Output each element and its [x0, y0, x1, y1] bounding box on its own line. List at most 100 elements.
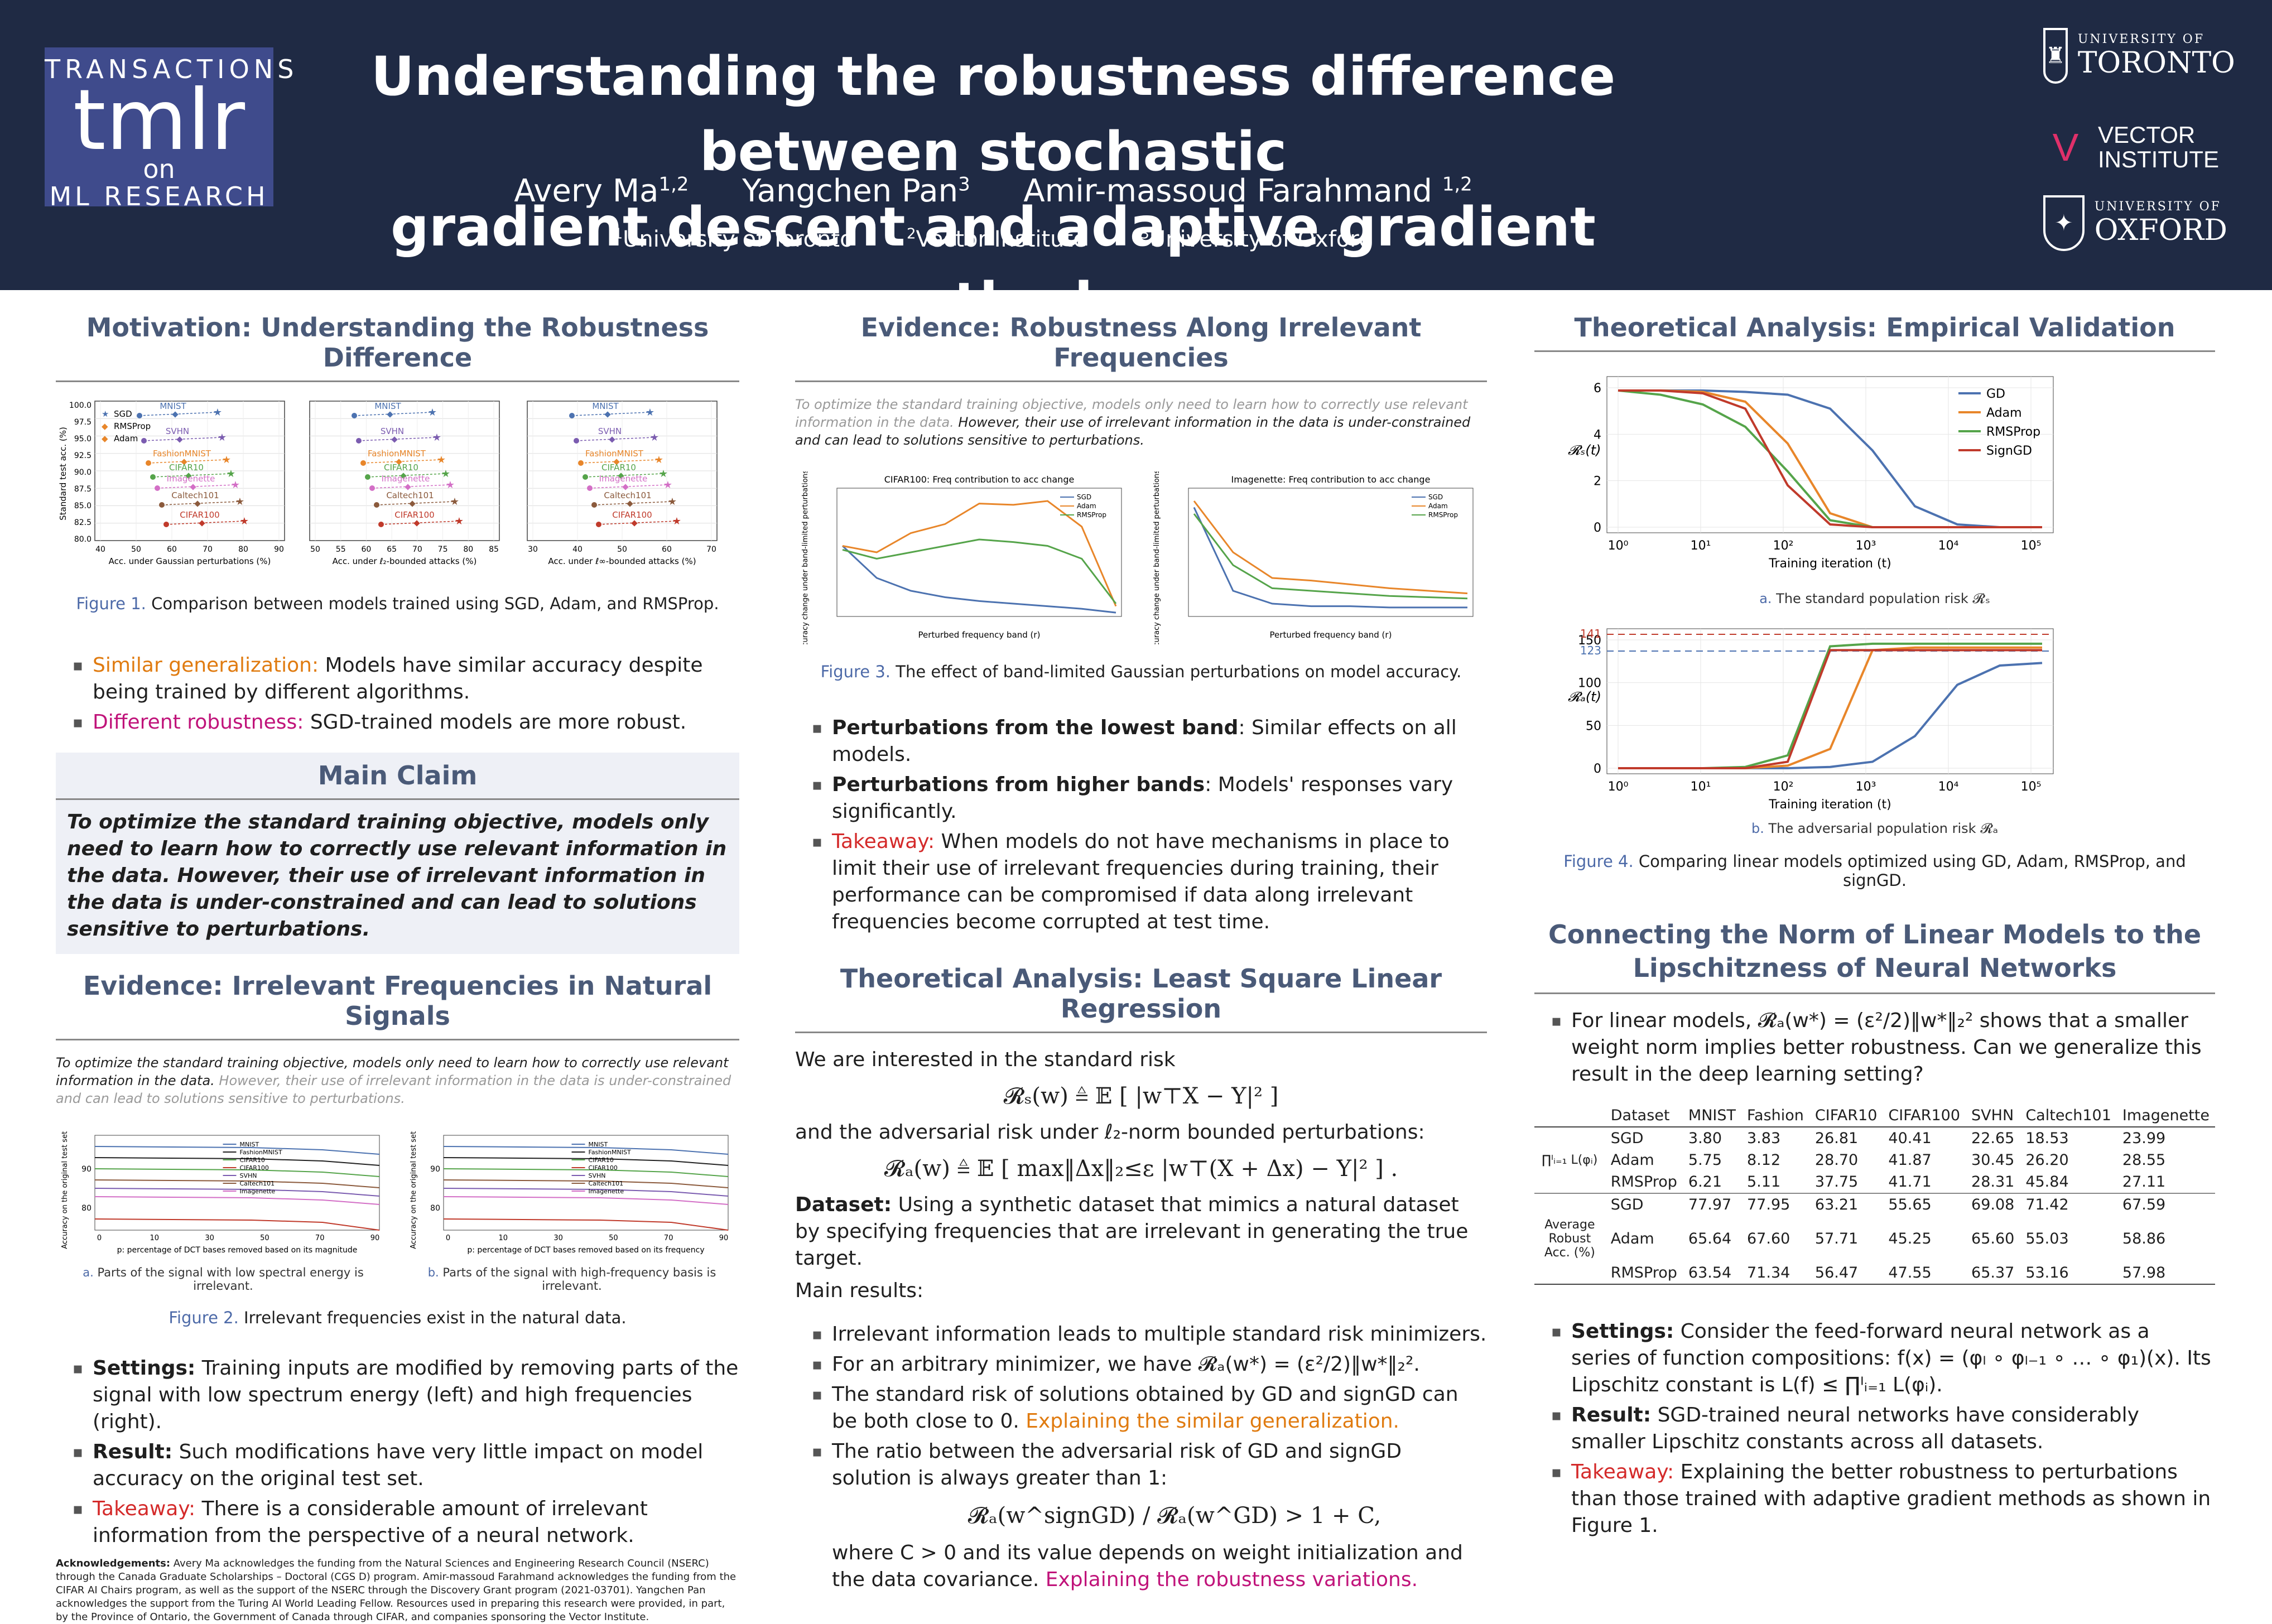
y-axis-label: 𝓡ₐ(t) [1568, 689, 1601, 705]
marker-adam [387, 411, 393, 418]
x-axis-label: Acc. under ℓ∞-bounded attacks (%) [548, 556, 696, 566]
legend-label: RMSProp [1986, 425, 2040, 439]
series-line [443, 1157, 729, 1166]
table-cell: 26.20 [2025, 1151, 2069, 1169]
series-line [1193, 500, 1468, 595]
marker-sgd: ★ [668, 496, 677, 508]
bullet-item: The standard risk of solutions obtained … [812, 1381, 1487, 1435]
figure3: CIFAR100: Freq contribution to acc chang… [795, 471, 1487, 644]
title-line2: gradient descent and adaptive gradient m… [391, 196, 1596, 334]
y-tick-label: 92.5 [74, 451, 92, 460]
theory-main-results: Main results: [795, 1279, 924, 1302]
marker-sgd: ★ [659, 468, 668, 480]
y-axis-label: Accuracy change under band-limited pertu… [1153, 471, 1161, 644]
column-middle: Evidence: Robustness Along Irrelevant Fr… [795, 312, 1487, 1591]
marker-sgd: ★ [450, 496, 459, 508]
marker-rmsprop [583, 474, 588, 480]
table-header-cell: Fashion [1741, 1105, 1809, 1127]
dataset-connector [571, 412, 651, 416]
legend-label: GD [1986, 387, 2005, 401]
dataset-label: CIFAR100 [612, 510, 652, 520]
table-cell: 28.70 [1814, 1151, 1859, 1169]
bullet-item: Settings: Consider the feed-forward neur… [1551, 1318, 2215, 1399]
table-cell: 55.03 [2025, 1230, 2069, 1247]
figure2: Accuracy on the original test set (%) 90 8… [56, 1116, 739, 1293]
evidence1-bullets: Settings: Training inputs are modified b… [56, 1355, 739, 1549]
figure2b-lines: Accuracy on the original test set (%) 90 8… [410, 1116, 729, 1255]
legend-label: FashionMNIST [589, 1149, 631, 1156]
table-cell: 3.83 [1747, 1130, 1781, 1147]
marker-sgd: ★ [437, 454, 446, 466]
legend-label: SGD [1077, 493, 1091, 501]
marker-rmsprop [369, 485, 375, 491]
panel-frame [1606, 376, 2054, 533]
table-cell: 30.45 [1971, 1151, 2015, 1169]
series-line [1618, 389, 2042, 528]
x-axis-label: Training iteration (t) [1768, 798, 1891, 812]
table-cell: 3.80 [1688, 1130, 1722, 1147]
marker-sgd: ★ [213, 407, 222, 418]
bullet-item: Takeaway: Explaining the better robustne… [1551, 1459, 2215, 1539]
y-tick-label: 50 [1586, 719, 1601, 733]
legend-label: CIFAR10 [240, 1156, 265, 1164]
x-tick-label: 90 [370, 1234, 380, 1242]
x-tick-label: 60 [362, 545, 372, 554]
marker-adam [172, 411, 179, 418]
series-line [443, 1218, 729, 1231]
marker-adam [185, 473, 192, 479]
marker-sgd: ★ [654, 454, 663, 466]
legend-label: Adam [1428, 502, 1448, 510]
figure2-caption: Figure 2. Irrelevant frequencies exist i… [169, 1308, 627, 1327]
x-tick-label: 10³ [1856, 539, 1876, 553]
table-cell: SGD [1610, 1196, 1644, 1213]
bullet-item: Irrelevant information leads to multiple… [812, 1321, 1487, 1348]
marker-rmsprop [591, 502, 597, 508]
series-line [842, 538, 1117, 604]
x-tick-label: 10³ [1856, 780, 1876, 794]
bullet-item: The ratio between the adversarial risk o… [812, 1438, 1487, 1492]
series-line [94, 1157, 380, 1166]
y-tick-label: 90.0 [74, 468, 92, 477]
evidence-intro: To optimize the standard training object… [56, 1055, 731, 1106]
theory-p1: We are interested in the standard risk [795, 1048, 1176, 1071]
x-axis-label: p: percentage of DCT bases removed based… [117, 1246, 358, 1255]
y-tick-label: 6 [1594, 382, 1601, 396]
dataset-connector [598, 521, 677, 525]
table-cell: 6.21 [1688, 1173, 1722, 1191]
marker-sgd: ★ [432, 432, 441, 444]
series-line [94, 1218, 380, 1231]
table-cell: 56.47 [1814, 1264, 1859, 1281]
dataset-label: Imagenette [167, 474, 215, 484]
table-cell: 55.65 [1888, 1196, 1932, 1213]
figure1-scatter: Standard test acc. (%) 100.0 97.5 95.0 92.5 9… [58, 401, 718, 566]
marker-sgd: ★ [672, 515, 681, 527]
x-tick-label: 0 [446, 1234, 450, 1242]
y-axis-label: Standard test acc. (%) [58, 427, 68, 521]
marker-sgd: ★ [455, 515, 464, 527]
legend-label: SGD [1428, 493, 1443, 501]
author-list: Avery Ma1,2 Yangchen Pan3 Amir-massoud F… [312, 173, 1674, 209]
toronto-crest-icon: ♜ [2043, 28, 2068, 84]
series-line [1618, 662, 2043, 769]
x-tick-label: 65 [387, 545, 397, 554]
bullet-item: For linear models, 𝓡ₐ(w*) = (ε²/2)‖w*‖₂²… [1551, 1008, 2215, 1088]
table-cell: 71.34 [1747, 1264, 1790, 1281]
series-line [443, 1196, 729, 1205]
dataset-connector [148, 459, 227, 464]
evidence-robustness-heading: Evidence: Robustness Along Irrelevant Fr… [795, 312, 1487, 382]
table-header-cell: Caltech101 [2020, 1105, 2117, 1127]
marker-rmsprop [150, 474, 156, 480]
legend-label: RMSProp [1077, 511, 1106, 519]
evidence-robustness-intro: To optimize the standard training object… [795, 397, 1471, 448]
x-tick-label: 10⁴ [1938, 780, 1959, 794]
x-tick-label: 10² [1773, 780, 1794, 794]
x-tick-label: 10⁵ [2021, 539, 2042, 553]
legend-label: MNIST [589, 1141, 608, 1148]
title-line1: Understanding the robustness difference … [370, 45, 1616, 183]
theory-p3: where C > 0 and its value depends on wei… [832, 1541, 1463, 1591]
x-tick-label: 80 [463, 545, 473, 554]
legend-marker: ◆ [102, 421, 108, 431]
marker-adam [409, 500, 416, 507]
norm-lipschitz-heading: Connecting the Norm of Linear Models to … [1534, 918, 2215, 994]
x-tick-label: 10¹ [1691, 539, 1711, 553]
